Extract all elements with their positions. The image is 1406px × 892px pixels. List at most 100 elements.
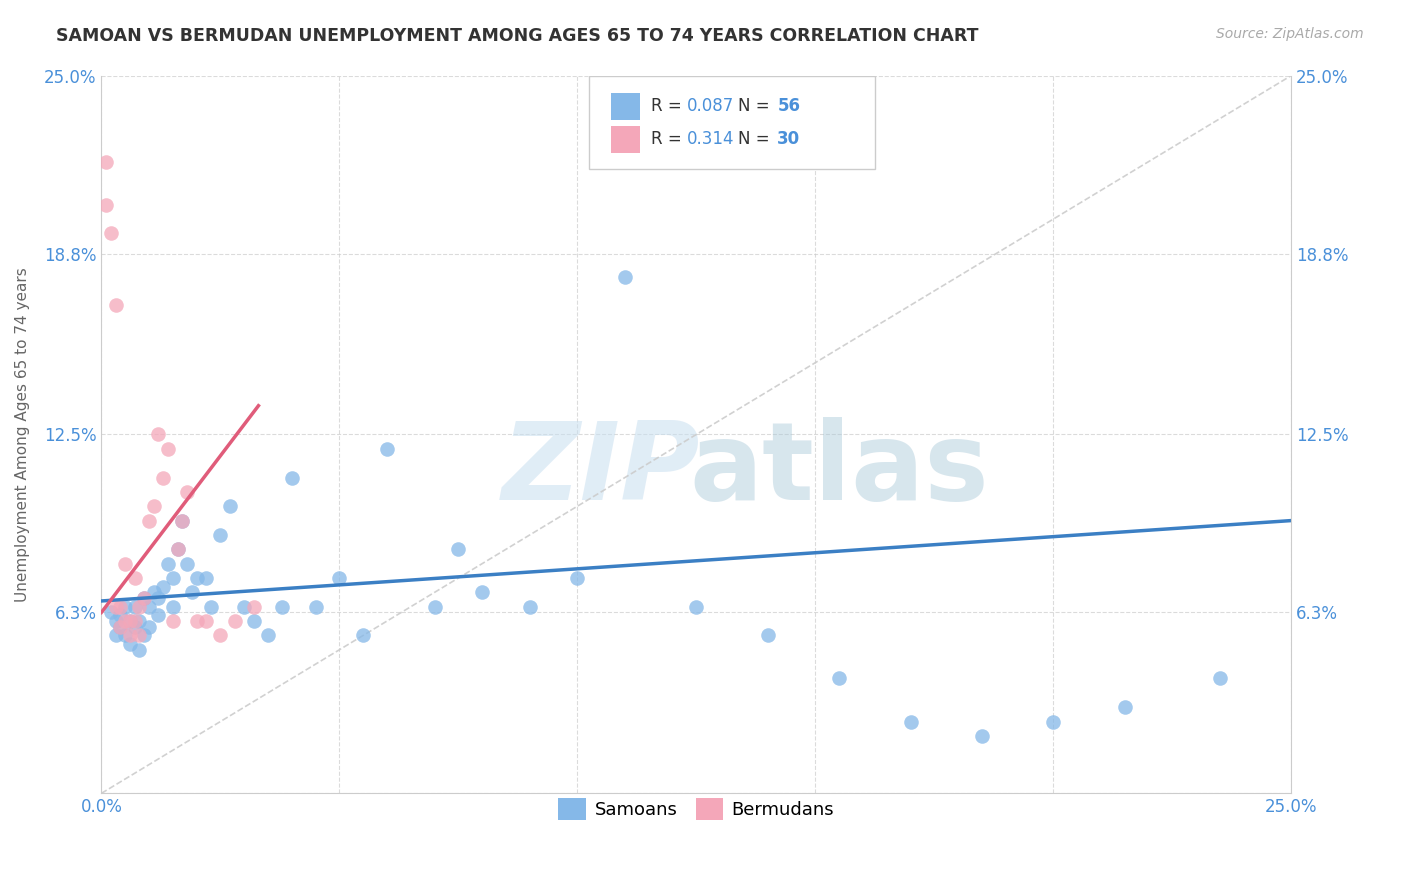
Point bbox=[970, 729, 993, 743]
Point bbox=[124, 620, 146, 634]
Point bbox=[224, 614, 246, 628]
Point bbox=[138, 620, 160, 634]
Point bbox=[242, 614, 264, 628]
Point bbox=[172, 514, 194, 528]
Point bbox=[110, 620, 132, 634]
Text: 0.087: 0.087 bbox=[688, 97, 734, 115]
Point bbox=[304, 599, 326, 614]
Point bbox=[567, 571, 589, 585]
Point bbox=[242, 599, 264, 614]
Point bbox=[118, 614, 141, 628]
Point bbox=[685, 599, 707, 614]
Point bbox=[519, 599, 541, 614]
Point bbox=[128, 642, 150, 657]
Point bbox=[219, 500, 242, 514]
Point bbox=[176, 557, 198, 571]
Point bbox=[104, 298, 127, 312]
Point bbox=[104, 599, 127, 614]
Y-axis label: Unemployment Among Ages 65 to 74 years: Unemployment Among Ages 65 to 74 years bbox=[15, 267, 30, 602]
Point bbox=[152, 470, 174, 484]
Point bbox=[148, 591, 170, 606]
Point bbox=[1042, 714, 1064, 729]
Point bbox=[134, 628, 156, 642]
Point bbox=[128, 628, 150, 642]
Point bbox=[118, 637, 141, 651]
Point bbox=[128, 614, 150, 628]
Point bbox=[124, 571, 146, 585]
Point bbox=[281, 470, 304, 484]
Point bbox=[138, 514, 160, 528]
Point bbox=[142, 585, 165, 599]
Point bbox=[110, 608, 132, 623]
Point bbox=[271, 599, 294, 614]
Point bbox=[257, 628, 280, 642]
Text: R =: R = bbox=[651, 97, 688, 115]
Point bbox=[176, 484, 198, 499]
Point bbox=[756, 628, 779, 642]
Point bbox=[1209, 672, 1232, 686]
Point bbox=[613, 269, 636, 284]
Point bbox=[100, 227, 122, 241]
Point bbox=[166, 542, 188, 557]
Point bbox=[114, 557, 136, 571]
Point bbox=[423, 599, 446, 614]
Point bbox=[828, 672, 851, 686]
Point bbox=[104, 628, 127, 642]
Point bbox=[162, 599, 184, 614]
Point bbox=[110, 620, 132, 634]
Point bbox=[142, 500, 165, 514]
Point bbox=[94, 198, 117, 212]
Point bbox=[180, 585, 202, 599]
Point bbox=[186, 571, 208, 585]
Text: 0.314: 0.314 bbox=[688, 130, 734, 148]
Text: atlas: atlas bbox=[689, 417, 988, 524]
Point bbox=[114, 614, 136, 628]
Point bbox=[375, 442, 398, 456]
Point bbox=[134, 591, 156, 606]
Text: ZIP: ZIP bbox=[502, 417, 700, 524]
Point bbox=[118, 628, 141, 642]
Point bbox=[195, 614, 218, 628]
Point bbox=[138, 599, 160, 614]
Point bbox=[471, 585, 494, 599]
Point bbox=[1114, 700, 1136, 714]
Point bbox=[152, 580, 174, 594]
Point bbox=[124, 614, 146, 628]
Point bbox=[124, 599, 146, 614]
FancyBboxPatch shape bbox=[610, 126, 640, 153]
Point bbox=[352, 628, 374, 642]
Point bbox=[233, 599, 256, 614]
Point bbox=[166, 542, 188, 557]
Point bbox=[195, 571, 218, 585]
Point bbox=[328, 571, 350, 585]
Point bbox=[134, 591, 156, 606]
Text: Source: ZipAtlas.com: Source: ZipAtlas.com bbox=[1216, 27, 1364, 41]
Point bbox=[156, 557, 179, 571]
Text: SAMOAN VS BERMUDAN UNEMPLOYMENT AMONG AGES 65 TO 74 YEARS CORRELATION CHART: SAMOAN VS BERMUDAN UNEMPLOYMENT AMONG AG… bbox=[56, 27, 979, 45]
Point bbox=[447, 542, 470, 557]
Point bbox=[162, 614, 184, 628]
Text: N =: N = bbox=[738, 97, 775, 115]
Text: N =: N = bbox=[738, 130, 775, 148]
Point bbox=[186, 614, 208, 628]
Point bbox=[94, 154, 117, 169]
Point bbox=[900, 714, 922, 729]
Point bbox=[100, 606, 122, 620]
Point bbox=[209, 528, 232, 542]
Point bbox=[114, 628, 136, 642]
Point bbox=[104, 614, 127, 628]
Point bbox=[148, 427, 170, 442]
Point bbox=[110, 599, 132, 614]
Point bbox=[172, 514, 194, 528]
Point bbox=[148, 608, 170, 623]
Legend: Samoans, Bermudans: Samoans, Bermudans bbox=[544, 784, 849, 835]
Point bbox=[209, 628, 232, 642]
Point bbox=[200, 599, 222, 614]
FancyBboxPatch shape bbox=[589, 76, 875, 169]
Point bbox=[114, 599, 136, 614]
Text: 30: 30 bbox=[778, 130, 800, 148]
Text: 56: 56 bbox=[778, 97, 800, 115]
Point bbox=[162, 571, 184, 585]
FancyBboxPatch shape bbox=[610, 93, 640, 120]
Point bbox=[128, 599, 150, 614]
